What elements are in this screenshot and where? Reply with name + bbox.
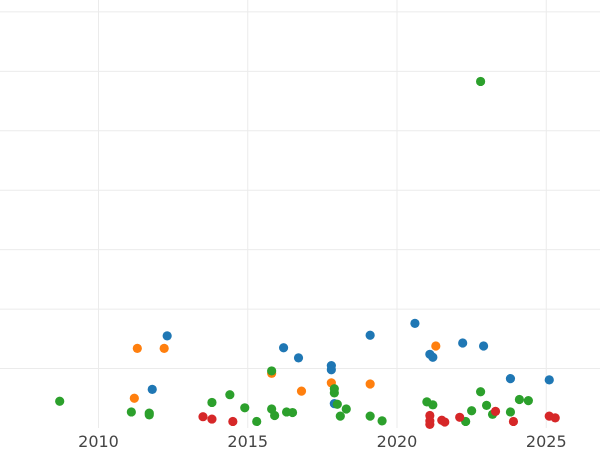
- data-point: [505, 374, 516, 384]
- x-tick-label: 2015: [227, 432, 268, 450]
- data-point: [505, 407, 516, 417]
- data-point: [440, 417, 450, 427]
- series-3: [55, 76, 533, 427]
- data-point: [410, 318, 420, 328]
- data-point: [147, 384, 157, 394]
- data-point: [162, 331, 172, 341]
- series-1: [147, 318, 554, 409]
- data-point: [365, 379, 375, 389]
- data-point: [475, 387, 486, 397]
- x-tick-label: 2020: [377, 432, 418, 450]
- data-point: [365, 411, 375, 421]
- data-point: [207, 414, 217, 424]
- data-point: [126, 407, 136, 417]
- data-point: [475, 76, 486, 87]
- data-point: [207, 397, 217, 408]
- data-point: [458, 338, 468, 348]
- data-point: [278, 343, 289, 353]
- x-tick-label: 2010: [78, 432, 119, 450]
- data-point: [544, 375, 554, 385]
- data-point: [252, 416, 262, 427]
- data-point: [332, 399, 342, 409]
- data-point: [341, 404, 351, 414]
- data-point: [270, 410, 280, 421]
- data-point: [490, 406, 501, 416]
- data-point: [228, 416, 238, 427]
- data-point: [455, 412, 465, 422]
- data-point: [425, 419, 435, 430]
- data-point: [198, 412, 208, 422]
- data-point: [431, 341, 441, 351]
- data-point: [478, 341, 489, 351]
- data-point: [225, 390, 235, 400]
- data-point: [335, 411, 345, 421]
- data-point: [508, 416, 519, 427]
- data-point: [293, 353, 304, 363]
- data-point: [377, 416, 387, 426]
- data-point: [514, 394, 525, 405]
- points-layer: [55, 76, 560, 430]
- data-point: [132, 343, 142, 353]
- data-point: [240, 403, 250, 413]
- data-point: [329, 388, 339, 398]
- data-point: [326, 365, 336, 375]
- data-point: [365, 330, 375, 340]
- data-point: [267, 366, 277, 376]
- data-point: [144, 410, 154, 420]
- data-point: [159, 343, 169, 353]
- data-point: [287, 407, 298, 418]
- data-point: [55, 396, 65, 406]
- data-point: [523, 396, 533, 406]
- series-4: [198, 406, 560, 430]
- data-point: [550, 413, 560, 423]
- data-point: [129, 393, 139, 403]
- x-tick-label: 2025: [526, 432, 567, 450]
- grid-layer: [0, 0, 600, 428]
- data-point: [296, 386, 307, 396]
- data-point: [467, 406, 477, 416]
- data-point: [428, 400, 438, 410]
- data-point: [481, 400, 492, 411]
- x-axis-ticks: 2010 2015 2020 2025: [78, 432, 566, 450]
- data-point: [428, 352, 438, 362]
